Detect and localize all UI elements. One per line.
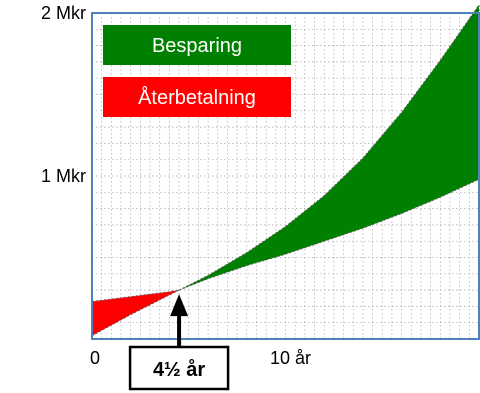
x-axis-ticks: 0 10 år <box>90 348 311 368</box>
y-axis-ticks: 1 Mkr 2 Mkr <box>41 3 86 186</box>
annotations: 4½ år <box>128 294 230 391</box>
legend-swatch <box>103 25 291 65</box>
annotation-box <box>128 345 230 391</box>
legend-label: Besparing <box>152 35 242 57</box>
annotation-label: 4½ år <box>153 358 205 381</box>
x-tick-label: 0 <box>90 348 100 368</box>
legend-swatch <box>103 77 291 117</box>
legend-label: Återbetalning <box>138 86 256 109</box>
y-tick-label: 2 Mkr <box>41 3 86 23</box>
plot-areas <box>91 3 480 337</box>
plot-frame <box>91 12 480 340</box>
y-tick-label: 1 Mkr <box>41 166 86 186</box>
area-series-1 <box>178 3 480 291</box>
annotation-arrowhead <box>170 294 189 317</box>
area-series-2 <box>91 289 180 337</box>
x-tick-label: 10 år <box>270 348 311 368</box>
legend: Besparing Återbetalning <box>103 25 291 117</box>
